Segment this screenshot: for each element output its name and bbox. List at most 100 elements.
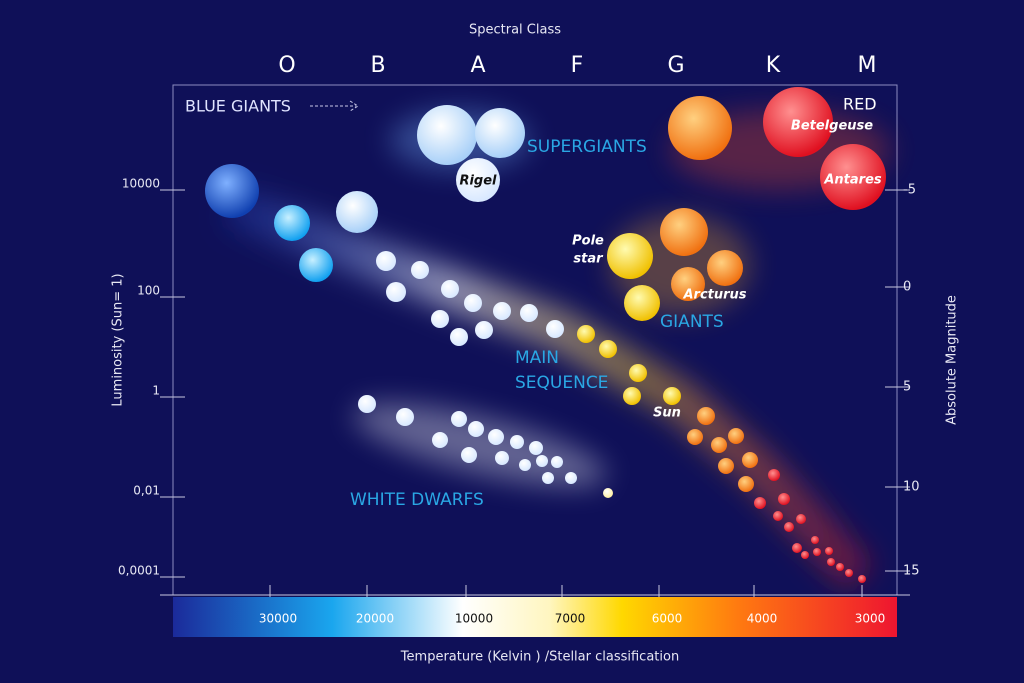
star <box>358 395 376 413</box>
star <box>820 144 886 210</box>
star <box>386 282 406 302</box>
luminosity-tick: 0,01 <box>133 484 160 498</box>
spectral-class: K <box>766 53 781 78</box>
star <box>825 547 833 555</box>
star <box>299 248 333 282</box>
luminosity-tick: 10000 <box>122 177 160 191</box>
star-name: Sun <box>653 406 681 421</box>
star <box>577 325 595 343</box>
star <box>624 285 660 321</box>
magnitude-tick: 0 <box>903 280 911 295</box>
magnitude-tick: 15 <box>903 564 920 579</box>
spectral-class: A <box>470 53 485 78</box>
star-name: Betelgeuse <box>791 119 873 134</box>
region-label: BLUE GIANTS <box>185 97 291 116</box>
star <box>738 476 754 492</box>
star <box>687 429 703 445</box>
star <box>411 261 429 279</box>
temperature-tick: 6000 <box>652 612 683 626</box>
white-dwarf-glow <box>353 403 607 487</box>
region-label: MAIN <box>515 348 559 368</box>
star-name: Arcturus <box>682 288 746 303</box>
star <box>599 340 617 358</box>
magnitude-label: Absolute Magnitude <box>945 295 960 425</box>
star <box>495 451 509 465</box>
star-name: star <box>573 252 604 267</box>
magnitude-tick: 10 <box>903 480 920 495</box>
star <box>629 364 647 382</box>
star <box>623 387 641 405</box>
star <box>519 459 531 471</box>
star <box>546 320 564 338</box>
spectral-class: B <box>370 53 385 78</box>
spectral-class: F <box>571 53 584 78</box>
luminosity-tick: 1 <box>152 384 160 398</box>
star <box>784 522 794 532</box>
star <box>432 432 448 448</box>
temperature-bar <box>173 597 897 637</box>
star <box>542 472 554 484</box>
star-name: Pole <box>572 234 604 249</box>
star <box>417 105 477 165</box>
star <box>551 456 563 468</box>
star <box>529 441 543 455</box>
region-label: SEQUENCE <box>515 373 608 393</box>
star <box>475 108 525 158</box>
star <box>488 429 504 445</box>
star <box>536 455 548 467</box>
star <box>376 251 396 271</box>
star <box>451 411 467 427</box>
main-sequence-glow <box>222 186 875 592</box>
temperature-tick: 10000 <box>455 612 493 626</box>
temperature-label: Temperature (Kelvin ) /Stellar classific… <box>400 650 679 665</box>
luminosity-tick: 0,0001 <box>118 564 160 578</box>
luminosity-label: Luminosity (Sun= 1) <box>111 273 126 406</box>
star <box>671 267 705 301</box>
temperature-tick: 7000 <box>555 612 586 626</box>
star <box>431 310 449 328</box>
star <box>607 233 653 279</box>
star <box>811 536 819 544</box>
star <box>456 158 500 202</box>
star <box>274 205 310 241</box>
star <box>768 469 780 481</box>
star <box>796 514 806 524</box>
star <box>858 575 866 583</box>
star <box>461 447 477 463</box>
star <box>520 304 538 322</box>
magnitude-tick: -5 <box>903 183 916 198</box>
star <box>801 551 809 559</box>
temperature-tick: 20000 <box>356 612 394 626</box>
star <box>728 428 744 444</box>
title: Spectral Class <box>469 23 561 38</box>
star <box>845 569 853 577</box>
star <box>396 408 414 426</box>
star <box>464 294 482 312</box>
spectral-class: M <box>858 53 877 78</box>
star <box>205 164 259 218</box>
star <box>450 328 468 346</box>
star <box>603 488 613 498</box>
star <box>827 558 835 566</box>
star <box>660 208 708 256</box>
temperature-tick: 30000 <box>259 612 297 626</box>
star <box>792 543 802 553</box>
star-name: Antares <box>823 173 882 188</box>
star <box>468 421 484 437</box>
region-label: WHITE DWARFS <box>350 490 484 510</box>
star <box>510 435 524 449</box>
star <box>707 250 743 286</box>
star <box>754 497 766 509</box>
spectral-class: O <box>278 53 295 78</box>
star <box>773 511 783 521</box>
region-label: RED <box>843 95 877 114</box>
star <box>565 472 577 484</box>
luminosity-tick: 100 <box>137 284 160 298</box>
star <box>813 548 821 556</box>
star <box>697 407 715 425</box>
temperature-tick: 4000 <box>747 612 778 626</box>
spectral-class: G <box>667 53 684 78</box>
star-name: Rigel <box>459 174 497 189</box>
temperature-tick: 3000 <box>855 612 886 626</box>
